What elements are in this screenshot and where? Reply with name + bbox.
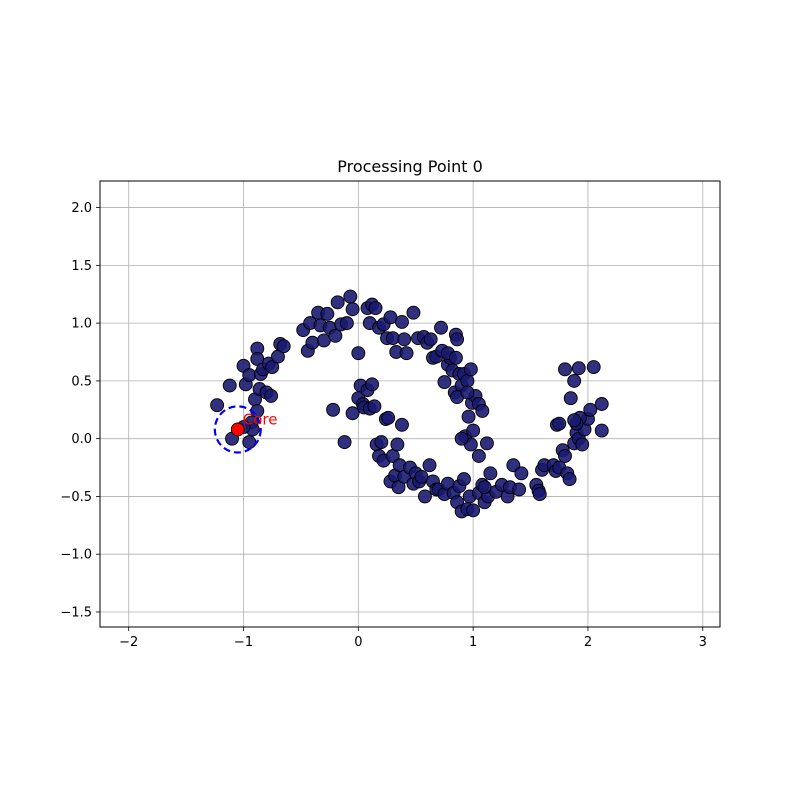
data-point xyxy=(320,306,335,321)
data-point xyxy=(466,423,481,438)
x-tick-label: 1 xyxy=(469,635,477,650)
data-point xyxy=(575,437,590,452)
current-point xyxy=(230,422,245,437)
data-point xyxy=(457,472,471,487)
data-point xyxy=(305,335,320,350)
data-point xyxy=(351,346,366,361)
data-point xyxy=(422,458,437,473)
data-point xyxy=(594,423,609,438)
x-tick-label: −2 xyxy=(119,635,138,650)
data-point xyxy=(479,436,494,451)
data-point xyxy=(406,305,421,320)
data-point xyxy=(242,368,257,383)
data-point xyxy=(367,399,382,414)
data-point xyxy=(222,378,237,393)
data-point xyxy=(423,332,438,347)
data-point xyxy=(276,339,291,354)
data-point xyxy=(264,388,279,403)
data-point xyxy=(437,375,452,389)
data-point xyxy=(345,302,360,317)
data-points xyxy=(210,289,609,519)
data-point xyxy=(460,385,475,400)
chart-title: Processing Point 0 xyxy=(337,157,483,176)
data-point xyxy=(558,449,572,463)
data-point xyxy=(330,295,345,310)
data-point xyxy=(552,416,567,431)
data-point xyxy=(512,482,527,497)
data-point xyxy=(454,431,469,446)
data-point xyxy=(571,361,586,376)
data-point xyxy=(460,373,475,388)
y-tick-label: 0.0 xyxy=(71,432,92,447)
data-point xyxy=(594,397,609,411)
data-point xyxy=(337,435,352,450)
x-tick-label: −1 xyxy=(234,635,253,650)
y-tick-label: −0.5 xyxy=(60,490,92,505)
x-tick-label: 2 xyxy=(584,635,592,650)
data-point xyxy=(395,315,409,329)
y-tick-label: 2.0 xyxy=(71,201,92,216)
highlight-layer: Core xyxy=(213,405,278,454)
data-point xyxy=(471,449,486,463)
data-point xyxy=(374,435,389,450)
plot-frame xyxy=(99,180,721,628)
y-tick-label: 1.5 xyxy=(71,259,92,274)
data-point xyxy=(450,332,465,347)
data-point xyxy=(567,413,582,428)
data-point xyxy=(417,489,432,504)
data-point xyxy=(368,301,383,316)
data-point xyxy=(514,466,529,481)
data-point xyxy=(399,346,414,361)
data-point xyxy=(343,289,358,304)
data-point xyxy=(326,402,341,417)
data-point xyxy=(434,320,448,335)
data-point xyxy=(381,410,396,425)
y-tick-label: 0.5 xyxy=(71,374,92,389)
x-tick-label: 3 xyxy=(699,635,707,650)
data-point xyxy=(395,417,409,432)
data-point xyxy=(567,373,582,388)
data-point xyxy=(558,362,572,377)
data-point xyxy=(385,331,400,346)
data-point xyxy=(345,406,360,421)
data-point xyxy=(461,409,476,424)
data-point xyxy=(563,391,578,406)
data-point xyxy=(210,398,225,413)
data-point xyxy=(475,403,490,418)
data-point xyxy=(390,437,405,452)
y-tick-label: 1.0 xyxy=(71,317,92,332)
y-tick-label: −1.0 xyxy=(60,548,92,563)
data-point xyxy=(463,362,478,377)
data-point xyxy=(483,466,498,481)
data-point xyxy=(328,328,343,343)
data-point xyxy=(583,402,598,417)
data-point xyxy=(562,472,577,487)
data-point xyxy=(586,360,601,374)
x-tick-label: 0 xyxy=(354,635,362,650)
y-tick-label: −1.5 xyxy=(60,605,92,620)
data-point xyxy=(532,487,547,502)
data-point xyxy=(365,377,380,392)
data-point xyxy=(466,503,481,518)
data-point xyxy=(448,350,463,365)
data-point xyxy=(242,435,257,450)
data-point xyxy=(339,316,354,331)
data-point xyxy=(397,332,412,347)
axes: −2 −1 0 1 2 3 −1.5 −1.0 −0.5 0.0 0.5 1.0 1.5 2.0 xyxy=(60,201,706,650)
core-point-label: Core xyxy=(243,410,278,428)
eps-neighborhood-circle xyxy=(213,405,262,454)
data-point xyxy=(477,480,492,495)
